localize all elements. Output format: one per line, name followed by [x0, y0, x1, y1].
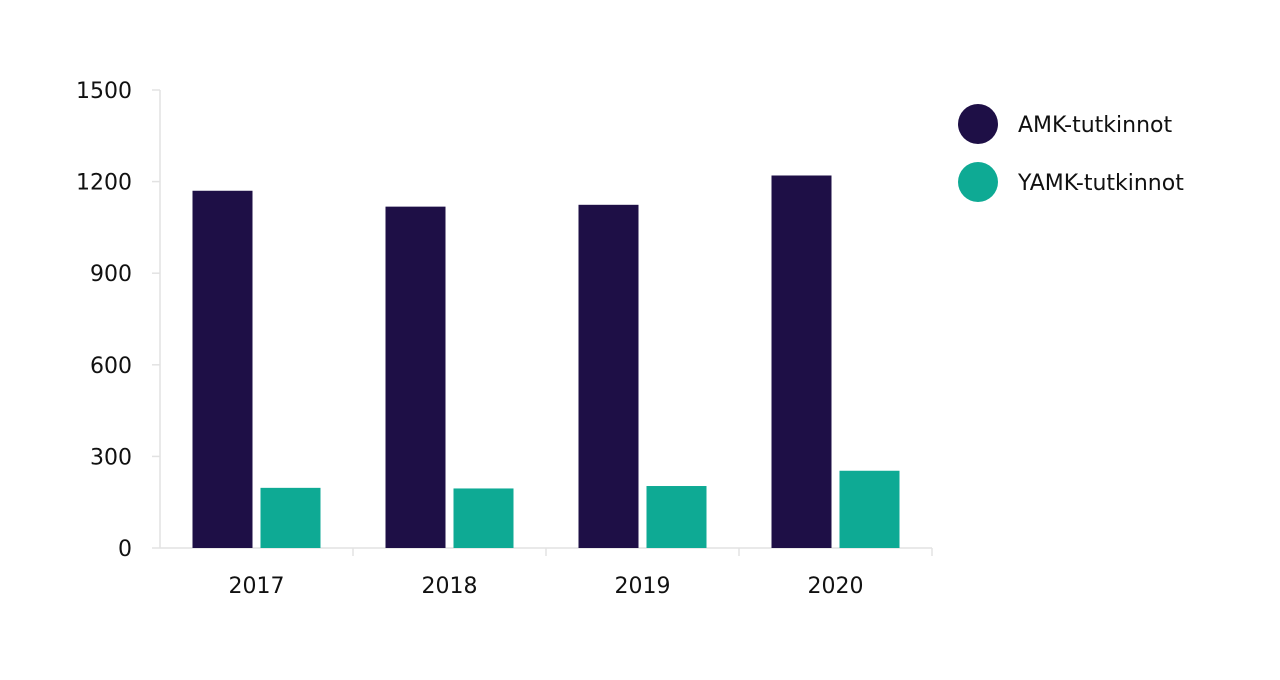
bar-yamk-2019 — [646, 486, 707, 548]
legend-swatch-amk — [958, 104, 998, 144]
bar-yamk-2017 — [260, 487, 321, 548]
x-tick-label: 2018 — [422, 574, 478, 599]
legend: AMK-tutkinnot YAMK-tutkinnot — [958, 104, 1184, 202]
bar-amk-2017 — [192, 190, 253, 548]
bar-amk-2020 — [771, 175, 832, 548]
bar-yamk-2020 — [839, 470, 900, 548]
x-tick-label: 2020 — [808, 574, 864, 599]
bar-amk-2018 — [385, 206, 446, 548]
x-tick-label: 2017 — [229, 574, 285, 599]
legend-swatch-yamk — [958, 162, 998, 202]
bars — [192, 175, 900, 548]
x-axis-ticks: 2017 2018 2019 2020 — [229, 548, 933, 599]
y-axis-ticks: 0 300 600 900 1200 1500 — [76, 79, 160, 562]
y-tick-label: 0 — [118, 537, 132, 562]
x-tick-label: 2019 — [615, 574, 671, 599]
bar-yamk-2018 — [453, 488, 514, 548]
legend-label-amk: AMK-tutkinnot — [1018, 113, 1172, 138]
legend-label-yamk: YAMK-tutkinnot — [1017, 171, 1184, 196]
y-tick-label: 1200 — [76, 171, 132, 196]
bar-amk-2019 — [578, 204, 639, 548]
y-tick-label: 300 — [90, 445, 132, 470]
y-tick-label: 900 — [90, 262, 132, 287]
y-tick-label: 1500 — [76, 79, 132, 104]
y-tick-label: 600 — [90, 354, 132, 379]
